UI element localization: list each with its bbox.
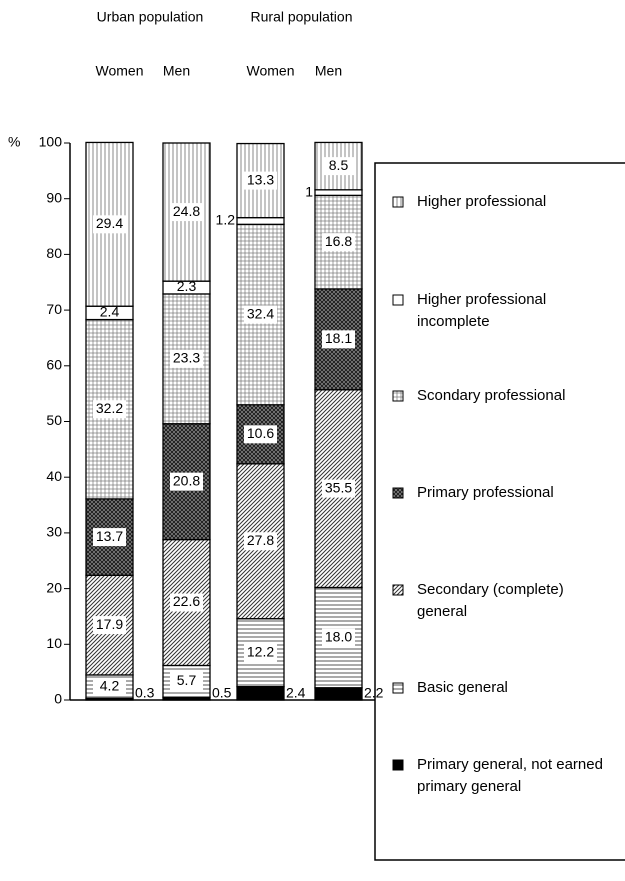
y-tick-label: 90 xyxy=(46,189,62,205)
value-label: 8.5 xyxy=(329,157,349,173)
legend-label: Secondary (complete) general xyxy=(417,581,564,620)
y-tick-label: 0 xyxy=(54,691,62,707)
label-box xyxy=(244,171,277,190)
value-label: 10.6 xyxy=(247,425,274,441)
label-box xyxy=(322,330,355,349)
legend-swatch xyxy=(392,294,404,306)
group-label: Rural population xyxy=(251,9,353,25)
value-label: 32.4 xyxy=(247,305,274,321)
y-tick-label: 20 xyxy=(46,579,62,595)
label-box xyxy=(170,349,203,368)
label-box xyxy=(170,203,203,222)
label-box xyxy=(93,215,126,234)
label-box xyxy=(244,532,277,551)
legend-label: Scondary professional xyxy=(417,387,566,404)
category-label: Women xyxy=(247,63,295,79)
label-box xyxy=(244,425,277,444)
label-box xyxy=(322,157,355,176)
value-label: 2.3 xyxy=(177,278,197,294)
value-label: 0.5 xyxy=(212,685,232,701)
legend-label: Primary professional xyxy=(417,484,554,501)
legend-label: Higher professional incomplete xyxy=(417,291,547,330)
legend-swatch xyxy=(392,487,404,499)
value-label: 20.8 xyxy=(173,472,200,488)
value-label: 18.0 xyxy=(325,628,352,644)
legend-label: Higher professional xyxy=(417,193,547,210)
y-tick-label: 40 xyxy=(46,468,62,484)
label-box xyxy=(244,305,277,324)
bar-segment xyxy=(236,216,285,225)
category-label: Women xyxy=(96,63,144,79)
value-label: 0.3 xyxy=(135,685,155,701)
value-label: 27.8 xyxy=(247,532,274,548)
value-label: 2.4 xyxy=(100,304,120,320)
value-label: 1.2 xyxy=(216,212,236,228)
label-box xyxy=(322,233,355,252)
value-label: 1 xyxy=(305,183,313,199)
value-label: 13.7 xyxy=(96,528,123,544)
legend-swatch xyxy=(392,759,404,771)
label-box xyxy=(322,628,355,647)
legend-swatch xyxy=(392,584,404,596)
category-label: Men xyxy=(315,63,342,79)
bar-segment xyxy=(314,687,363,701)
y-tick-label: 70 xyxy=(46,301,62,317)
value-label: 18.1 xyxy=(325,330,352,346)
legend-swatch xyxy=(392,390,404,402)
value-label: 23.3 xyxy=(173,350,200,366)
value-label: 35.5 xyxy=(325,479,352,495)
bar-segment xyxy=(314,189,363,197)
label-box xyxy=(93,528,126,547)
value-label: 13.3 xyxy=(247,171,274,187)
label-box xyxy=(170,593,203,612)
y-tick-label: 50 xyxy=(46,412,62,428)
legend-swatch xyxy=(392,196,404,208)
group-label: Urban population xyxy=(97,9,204,25)
value-label: 22.6 xyxy=(173,593,200,609)
value-label: 24.8 xyxy=(173,203,200,219)
y-axis-label: % xyxy=(8,134,20,150)
value-label: 32.2 xyxy=(96,400,123,416)
legend-swatch xyxy=(392,682,404,694)
legend-label: Basic general xyxy=(417,679,508,696)
y-tick-label: 10 xyxy=(46,635,62,651)
y-tick-label: 30 xyxy=(46,524,62,540)
value-label: 17.9 xyxy=(96,616,123,632)
label-box xyxy=(93,677,126,696)
value-label: 16.8 xyxy=(325,233,352,249)
value-label: 5.7 xyxy=(177,672,197,688)
value-label: 4.2 xyxy=(100,677,120,693)
category-label: Men xyxy=(163,63,190,79)
label-box xyxy=(93,616,126,635)
bar-segment xyxy=(236,685,285,701)
y-tick-label: 100 xyxy=(39,134,63,150)
legend-box xyxy=(374,162,625,861)
y-tick-label: 60 xyxy=(46,357,62,373)
y-tick-label: 80 xyxy=(46,245,62,261)
label-box xyxy=(322,479,355,498)
label-box xyxy=(93,400,126,419)
label-box xyxy=(244,643,277,662)
label-box xyxy=(170,672,203,691)
value-label: 29.4 xyxy=(96,215,123,231)
legend-label: Primary general, not earned primary gene… xyxy=(417,756,603,795)
label-box xyxy=(170,472,203,491)
value-label: 12.2 xyxy=(247,643,274,659)
value-label: 2.4 xyxy=(286,685,306,701)
value-label: 2.2 xyxy=(364,685,384,701)
